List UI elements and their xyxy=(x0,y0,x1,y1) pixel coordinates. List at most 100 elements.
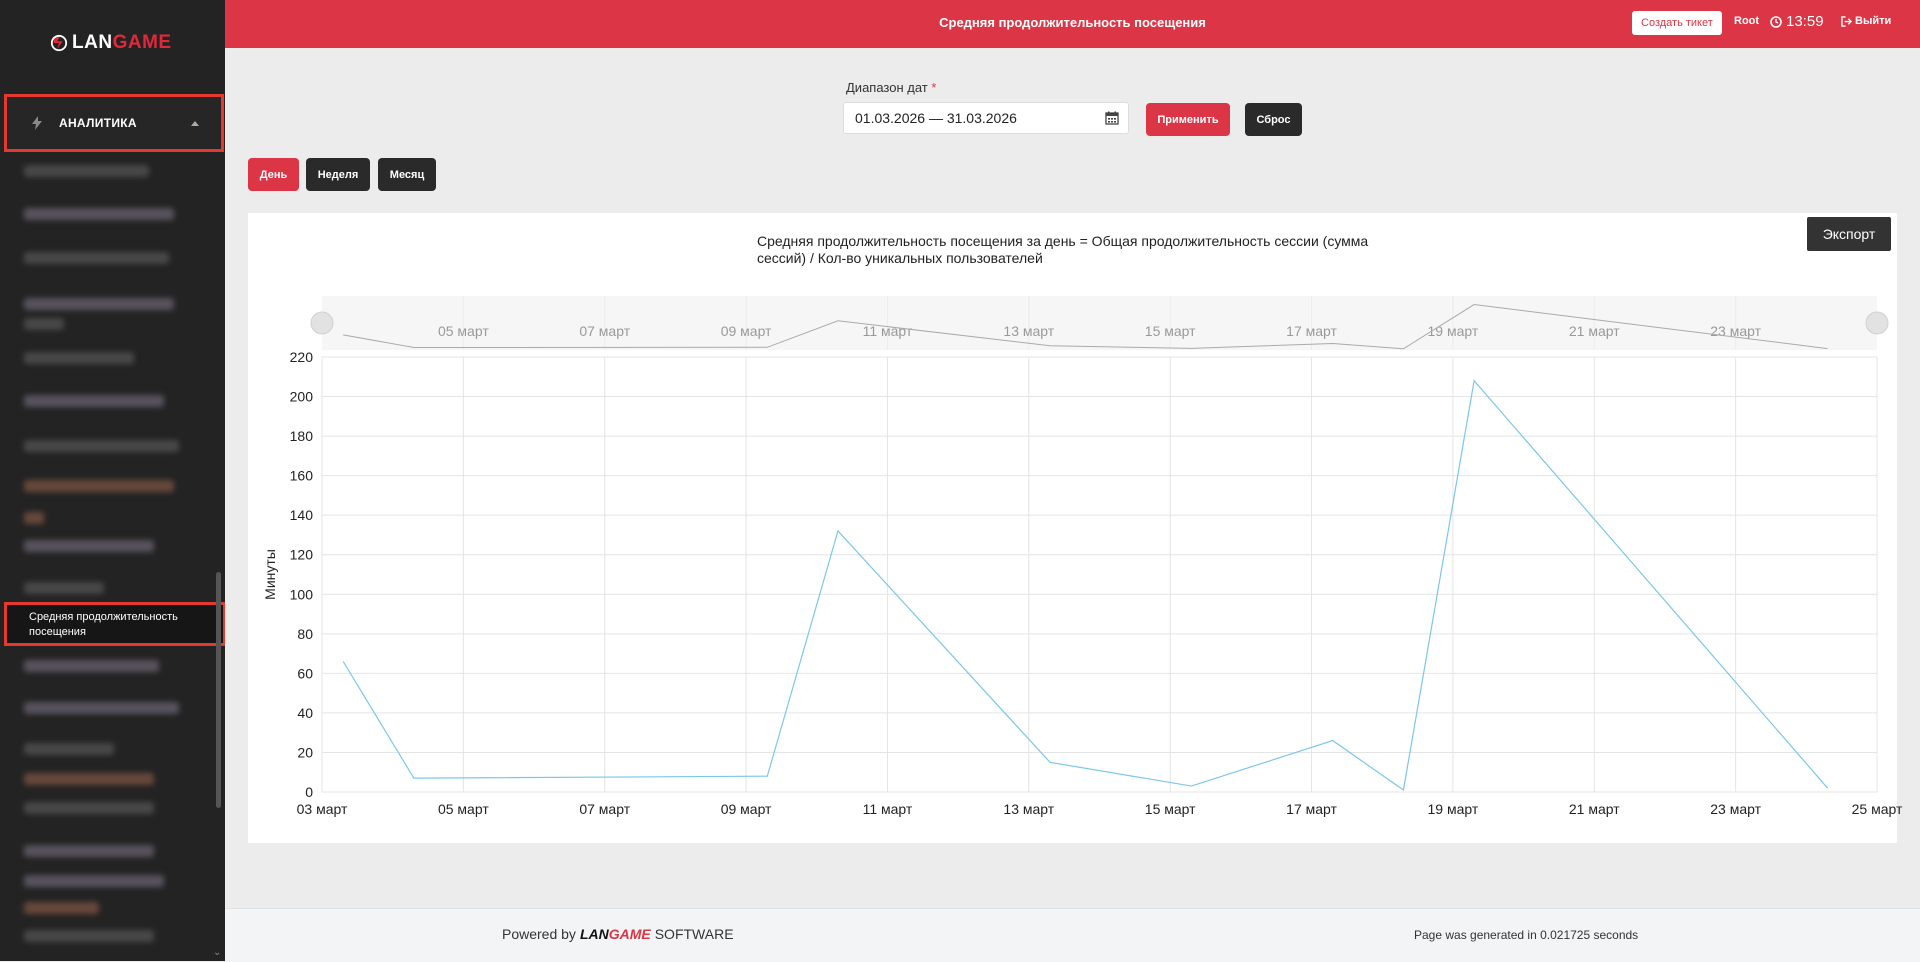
x-tick-label: 13 март xyxy=(1003,801,1054,817)
navigator-series-line xyxy=(343,304,1828,350)
navigator-tick-label: 11 март xyxy=(863,323,913,339)
required-mark: * xyxy=(931,80,937,95)
logout-label: Выйти xyxy=(1855,15,1892,27)
y-tick-label: 140 xyxy=(290,507,314,523)
date-range-input[interactable]: 01.03.2026 — 31.03.2026 xyxy=(843,102,1129,134)
top-bar: Средняя продолжительность посещения Созд… xyxy=(225,0,1920,48)
navigator-tick-label: 23 март xyxy=(1710,323,1761,339)
tab-month[interactable]: Месяц xyxy=(378,158,436,191)
tab-week[interactable]: Неделя xyxy=(306,158,370,191)
sidebar-item-blurred[interactable] xyxy=(24,512,44,524)
sidebar-section-label: АНАЛИТИКА xyxy=(59,116,137,130)
y-tick-label: 40 xyxy=(297,705,313,721)
navigator-right-handle[interactable] xyxy=(1865,311,1889,335)
plot-area xyxy=(321,356,1878,793)
data-point[interactable] xyxy=(1331,739,1335,743)
navigator-tick-label: 21 март xyxy=(1569,323,1620,339)
logo-text-game: GAME xyxy=(112,32,172,53)
x-tick-label: 03 март xyxy=(297,801,348,817)
navigator-tick-label: 15 март xyxy=(1145,323,1196,339)
powered-by-text: Powered by xyxy=(502,926,576,942)
navigator-background xyxy=(322,296,1877,350)
user-name[interactable]: Root xyxy=(1734,15,1760,27)
sidebar-scrollbar[interactable] xyxy=(216,572,221,808)
data-point[interactable] xyxy=(765,774,769,778)
sidebar-item-blurred[interactable] xyxy=(24,660,159,672)
footer: Powered by LANGAME SOFTWARE Page was gen… xyxy=(225,908,1920,962)
powered-by: Powered by LANGAME SOFTWARE xyxy=(502,926,734,942)
y-tick-label: 0 xyxy=(305,784,313,800)
data-point[interactable] xyxy=(836,529,840,533)
sidebar-item-blurred[interactable] xyxy=(24,540,154,552)
logo-text: LANGAME xyxy=(72,32,172,54)
logo[interactable]: LANGAME xyxy=(50,28,172,58)
y-tick-label: 200 xyxy=(290,389,314,405)
logout-button[interactable]: Выйти xyxy=(1841,15,1891,27)
clock: 13:59 xyxy=(1770,13,1824,30)
footer-brand: LANGAME xyxy=(580,926,651,942)
data-point[interactable] xyxy=(1048,760,1052,764)
sidebar-item-blurred[interactable] xyxy=(24,395,164,407)
data-point[interactable] xyxy=(1401,788,1405,792)
sidebar-item-blurred[interactable] xyxy=(24,743,114,755)
date-range-label-text: Диапазон дат xyxy=(846,80,928,95)
data-point[interactable] xyxy=(1189,784,1193,788)
x-tick-label: 21 март xyxy=(1569,801,1620,817)
y-tick-label: 60 xyxy=(297,665,313,681)
sidebar-item-blurred[interactable] xyxy=(24,845,154,857)
sidebar-item-blurred[interactable] xyxy=(24,298,174,310)
x-tick-label: 05 март xyxy=(438,801,489,817)
chevron-down-icon[interactable]: ⌄ xyxy=(213,947,222,958)
sidebar-item-blurred[interactable] xyxy=(24,582,104,594)
y-tick-label: 100 xyxy=(290,586,314,602)
navigator-left-handle[interactable] xyxy=(310,311,334,335)
sidebar-item-blurred[interactable] xyxy=(24,773,154,785)
sidebar-item-blurred[interactable] xyxy=(24,208,174,220)
data-point[interactable] xyxy=(1826,786,1830,790)
sidebar-item-blurred[interactable] xyxy=(24,352,134,364)
x-tick-label: 19 март xyxy=(1428,801,1479,817)
data-point[interactable] xyxy=(1472,379,1476,383)
y-axis-label: Минуты xyxy=(262,549,278,600)
sidebar-item-blurred[interactable] xyxy=(24,480,174,492)
date-range-value: 01.03.2026 — 31.03.2026 xyxy=(855,110,1017,126)
date-range-label: Диапазон дат * xyxy=(846,80,936,95)
page-title: Средняя продолжительность посещения xyxy=(939,15,1206,30)
sidebar-item-blurred[interactable] xyxy=(24,252,169,264)
sidebar-item-blurred[interactable] xyxy=(24,702,179,714)
x-tick-label: 23 март xyxy=(1710,801,1761,817)
data-point[interactable] xyxy=(412,776,416,780)
bolt-icon xyxy=(32,116,42,130)
y-tick-label: 180 xyxy=(290,428,314,444)
sidebar-item-label: Средняя продолжительность посещения xyxy=(29,611,178,638)
y-tick-label: 20 xyxy=(297,744,313,760)
calendar-icon[interactable] xyxy=(1105,111,1119,125)
series-line[interactable] xyxy=(342,379,1828,792)
data-point[interactable] xyxy=(341,660,345,664)
sidebar-item-blurred[interactable] xyxy=(24,802,154,814)
navigator-tick-label: 09 март xyxy=(721,323,772,339)
reset-button[interactable]: Сброс xyxy=(1245,103,1302,136)
x-tick-label: 11 март xyxy=(863,801,913,817)
sidebar-item-blurred[interactable] xyxy=(24,875,164,887)
sidebar-item-blurred[interactable] xyxy=(24,440,179,452)
y-tick-label: 120 xyxy=(290,547,314,563)
x-tick-label: 09 март xyxy=(721,801,772,817)
sidebar-item-blurred[interactable] xyxy=(24,930,154,942)
sidebar-item-blurred[interactable] xyxy=(24,902,99,914)
export-button[interactable]: Экспорт xyxy=(1807,217,1891,251)
tab-day[interactable]: День xyxy=(248,158,299,191)
sidebar-item-blurred[interactable] xyxy=(24,318,64,330)
y-tick-label: 80 xyxy=(297,626,313,642)
navigator-tick-label: 05 март xyxy=(438,323,489,339)
sign-out-icon xyxy=(1841,15,1852,27)
sidebar-item-blurred[interactable] xyxy=(24,165,149,177)
x-tick-label: 07 март xyxy=(579,801,630,817)
sidebar-section-analytics[interactable]: АНАЛИТИКА xyxy=(4,94,224,152)
logo-text-lan: LAN xyxy=(72,32,113,53)
sidebar-item-avg-visit-duration[interactable]: Средняя продолжительность посещения xyxy=(4,602,225,646)
apply-button[interactable]: Применить xyxy=(1146,103,1230,136)
create-ticket-button[interactable]: Создать тикет xyxy=(1632,11,1722,35)
navigator-tick-label: 19 март xyxy=(1428,323,1479,339)
